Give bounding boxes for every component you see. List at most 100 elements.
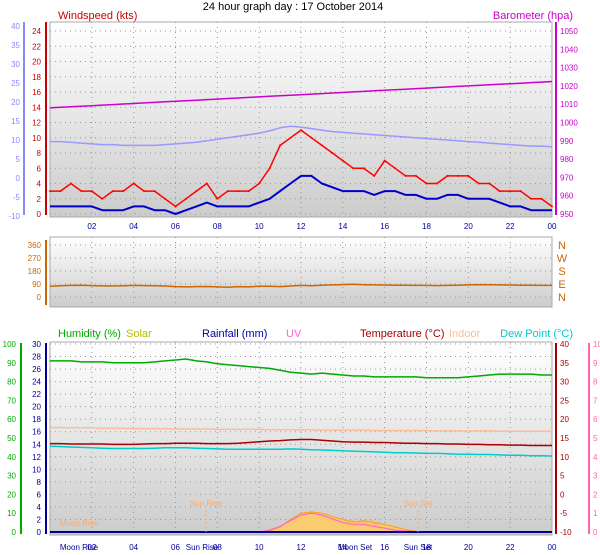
wind-outer-tick: 10: [11, 136, 20, 145]
wind-outer-tick: 5: [16, 155, 21, 164]
windspeed-gust-point: [289, 136, 292, 139]
windspeed-tick: 24: [32, 27, 41, 36]
indoor-temperature-line: [50, 426, 552, 432]
climate-grid: [50, 342, 552, 535]
windspeed-gust-point: [59, 190, 62, 193]
direction-degree-tick: 270: [28, 254, 42, 263]
humidity-outer-tick: 70: [7, 396, 16, 405]
windspeed-gust-point: [320, 144, 323, 147]
uv-outer-tick: 10: [593, 340, 600, 349]
windspeed-gust-point: [446, 174, 449, 177]
uv-outer-tick: 2: [593, 490, 598, 499]
uv-outer-tick: 1: [593, 509, 598, 518]
barometer-line: [49, 80, 553, 109]
windspeed-gust-point: [394, 167, 397, 170]
windspeed-gust-point: [164, 197, 166, 200]
windspeed-tick: 22: [32, 42, 41, 51]
x-tick-label: 02: [87, 222, 96, 231]
uv-header: UV: [286, 328, 302, 340]
windspeed-average-line: [50, 174, 552, 215]
wind-plot-area: [49, 21, 553, 218]
wind-outer-tick: 35: [11, 41, 20, 50]
direction-compass-tick: N: [558, 240, 566, 252]
rainfall-tick: 10: [32, 465, 41, 474]
x-tick-label: 18: [422, 222, 431, 231]
windspeed-gust-point: [498, 190, 501, 193]
x-tick-label: 10: [255, 222, 264, 231]
windspeed-gust-point: [530, 197, 533, 200]
temperature-tick: 10: [560, 453, 569, 462]
barometer-tick: 960: [560, 192, 574, 201]
rainfall-tick: 2: [37, 515, 42, 524]
wind-outer-tick: 40: [11, 22, 20, 31]
barometer-tick: 980: [560, 155, 574, 164]
windspeed-gust-point: [425, 182, 428, 185]
windspeed-gust-point: [310, 136, 313, 139]
windspeed-gust-point: [143, 190, 146, 193]
barometer-axis-title: Barometer (hpa): [493, 10, 573, 22]
astro-bottom-label: Moon Set: [338, 543, 373, 552]
astro-annotations: Moon Rise Sun Rise Sun Set Moon Set Moon Ris…: [60, 499, 433, 552]
uv-outer-tick: 7: [593, 396, 598, 405]
rainfall-tick: 16: [32, 428, 41, 437]
windspeed-gust-point: [509, 190, 512, 193]
windspeed-gust-point: [258, 182, 261, 185]
uv-outer-tick: 3: [593, 472, 598, 481]
x-tick-label: 14: [338, 543, 347, 552]
x-tick-label: 22: [506, 543, 515, 552]
humidity-line: [50, 358, 552, 379]
temperature-tick: 30: [560, 378, 569, 387]
windspeed-gust-point: [174, 205, 177, 208]
solar-header: Solar: [126, 328, 152, 340]
windspeed-tick: 4: [37, 180, 42, 189]
humidity-outer-tick: 80: [7, 378, 16, 387]
uv-outer-tick: 9: [593, 359, 598, 368]
indoor-header: Indoor: [449, 328, 481, 340]
windspeed-tick: 12: [32, 119, 41, 128]
temperature-header: Temperature (°C): [360, 328, 444, 340]
windspeed-axis-title: Windspeed (kts): [58, 10, 137, 22]
humidity-outer-tick: 10: [7, 509, 16, 518]
windspeed-gust-point: [153, 190, 156, 193]
windspeed-gust-point: [111, 190, 114, 193]
rainfall-tick: 4: [37, 503, 42, 512]
temperature-tick: 35: [560, 359, 569, 368]
wind-direction-line: [49, 283, 552, 288]
windspeed-gust-point: [540, 197, 543, 200]
direction-compass-tick: W: [557, 253, 568, 265]
rainfall-tick: 20: [32, 403, 41, 412]
temperature-tick-labels: 40 35 30 25 20 15 10 5 0 -5 -10: [555, 340, 572, 537]
windspeed-gust-point: [519, 190, 522, 193]
windspeed-gust-point: [49, 190, 51, 193]
rainfall-tick: 18: [32, 415, 41, 424]
humidity-outer-tick: 60: [7, 415, 16, 424]
x-tick-label: 12: [297, 222, 306, 231]
direction-degree-tick: 180: [28, 267, 42, 276]
astro-bottom-label: Sun Set: [404, 543, 433, 552]
uv-outer-tick: 4: [593, 453, 598, 462]
temperature-tick: 5: [560, 472, 565, 481]
rainfall-tick: 28: [32, 353, 41, 362]
direction-degree-tick: 90: [32, 280, 41, 289]
x-tick-label: 06: [171, 222, 180, 231]
astro-bottom-label: Moon Rise: [60, 543, 99, 552]
direction-degree-tick-labels: 0 90 180 270 360: [28, 240, 47, 305]
x-tick-label: 20: [464, 543, 473, 552]
windspeed-gust-point: [383, 159, 386, 162]
wind-panel: Windspeed (kts) Barometer (hpa) 02468101…: [8, 10, 578, 231]
barometer-tick: 1020: [560, 82, 578, 91]
x-tick-label: 18: [422, 543, 431, 552]
wind-outer-tick: 15: [11, 117, 20, 126]
windspeed-gust-point: [122, 190, 125, 193]
x-tick-label: 22: [506, 222, 515, 231]
climate-series-headers: Humidity (%) Solar Rainfall (mm) UV Temp…: [58, 328, 573, 340]
temperature-tick: 15: [560, 434, 569, 443]
temperature-tick: 20: [560, 415, 569, 424]
humidity-outer-tick: 100: [3, 340, 17, 349]
windspeed-gust-point: [488, 182, 491, 185]
windspeed-tick: 6: [37, 164, 42, 173]
